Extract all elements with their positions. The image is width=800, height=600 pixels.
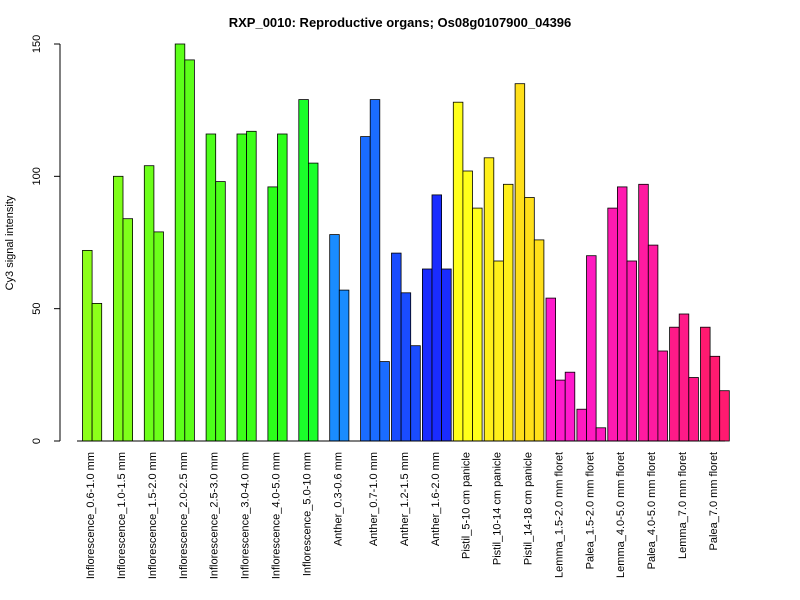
bar (545, 297, 557, 442)
x-tick-label: Pistil_10-14 cm panicle (492, 452, 504, 565)
bar (277, 133, 288, 442)
bar (391, 252, 402, 442)
bar (564, 371, 576, 442)
bar (267, 186, 278, 442)
x-tick-label: Anther_1.6-2.0 mm (430, 452, 442, 546)
bar (647, 244, 659, 442)
x-tick-label: Palea_1.5-2.0 mm floret (584, 452, 596, 569)
bar (657, 350, 668, 442)
x-tick-label: Anther_0.3-0.6 mm (332, 452, 344, 546)
bar (369, 99, 381, 442)
bar (153, 231, 164, 442)
y-tick-label: 0 (31, 438, 43, 444)
bar (298, 99, 309, 442)
x-tick-label: Lemma_4.0-5.0 mm floret (615, 452, 627, 578)
x-tick-label: Inflorescence_5.0-10 mm (301, 452, 313, 576)
bar (113, 175, 124, 442)
bar (524, 197, 535, 442)
x-tick-label: Palea_7.0 mm floret (708, 452, 720, 550)
bar (607, 207, 618, 442)
x-tick-label: Inflorescence_2.5-3.0 mm (209, 452, 221, 579)
bar (338, 289, 350, 442)
bar (502, 183, 514, 442)
bar (719, 390, 730, 442)
bar (205, 133, 217, 442)
bar (82, 249, 93, 442)
bar (174, 43, 186, 442)
x-tick-label: Anther_1.2-1.5 mm (399, 452, 411, 546)
bar (626, 260, 638, 442)
x-tick-label: Lemma_1.5-2.0 mm floret (553, 452, 565, 578)
bar (617, 186, 628, 442)
bar (638, 183, 649, 442)
bar (533, 239, 545, 442)
bars-group (82, 43, 730, 442)
bar (122, 218, 134, 442)
bar (307, 162, 319, 442)
x-tick-label: Inflorescence_2.0-2.5 mm (178, 452, 190, 579)
bar (595, 427, 607, 442)
x-tick-label: Palea_4.0-5.0 mm floret (646, 452, 658, 569)
x-tick-label: Inflorescence_4.0-5.0 mm (271, 452, 283, 579)
x-axis-labels: Inflorescence_0.6-1.0 mm Inflorescence_1.… (85, 452, 720, 579)
x-tick-label: Inflorescence_1.5-2.0 mm (147, 452, 159, 579)
bar (483, 157, 495, 442)
bar (441, 268, 452, 442)
bar (514, 83, 526, 442)
x-tick-label: Lemma_7.0 mm floret (677, 452, 689, 559)
bar (421, 268, 433, 442)
bar (709, 355, 721, 442)
bar (586, 255, 597, 442)
bar (493, 260, 504, 442)
y-axis-label: Cy3 signal intensity (4, 195, 16, 290)
bar (700, 326, 711, 442)
y-tick-label: 150 (31, 35, 43, 53)
bar (329, 234, 340, 442)
x-tick-label: Pistil_14-18 cm panicle (523, 452, 535, 565)
x-tick-label: Inflorescence_3.0-4.0 mm (240, 452, 252, 579)
bar (688, 377, 699, 442)
bar (472, 207, 483, 442)
bar (669, 326, 680, 442)
x-tick-label: Anther_0.7-1.0 mm (368, 452, 380, 546)
bar (431, 194, 443, 442)
bar (410, 345, 421, 442)
bar (678, 313, 690, 442)
bar (246, 130, 257, 442)
y-tick-label: 100 (31, 167, 43, 185)
y-tick-label: 50 (31, 303, 43, 315)
x-tick-label: Inflorescence_1.0-1.5 mm (116, 452, 128, 579)
x-tick-label: Pistil_5-10 cm panicle (461, 452, 473, 559)
bar (452, 101, 464, 442)
bar (379, 361, 390, 442)
bar (400, 292, 412, 442)
bar (462, 170, 473, 442)
x-tick-label: Inflorescence_0.6-1.0 mm (85, 452, 97, 579)
y-axis: 0 50 100 150 (31, 35, 61, 444)
bar (236, 133, 248, 442)
bar (360, 136, 371, 442)
bar (184, 59, 195, 442)
bar (555, 379, 566, 442)
bar (91, 302, 103, 442)
bar (143, 165, 155, 442)
bar (215, 181, 226, 442)
bar (576, 408, 587, 442)
chart-title: RXP_0010: Reproductive organs; Os08g0107… (229, 15, 572, 30)
